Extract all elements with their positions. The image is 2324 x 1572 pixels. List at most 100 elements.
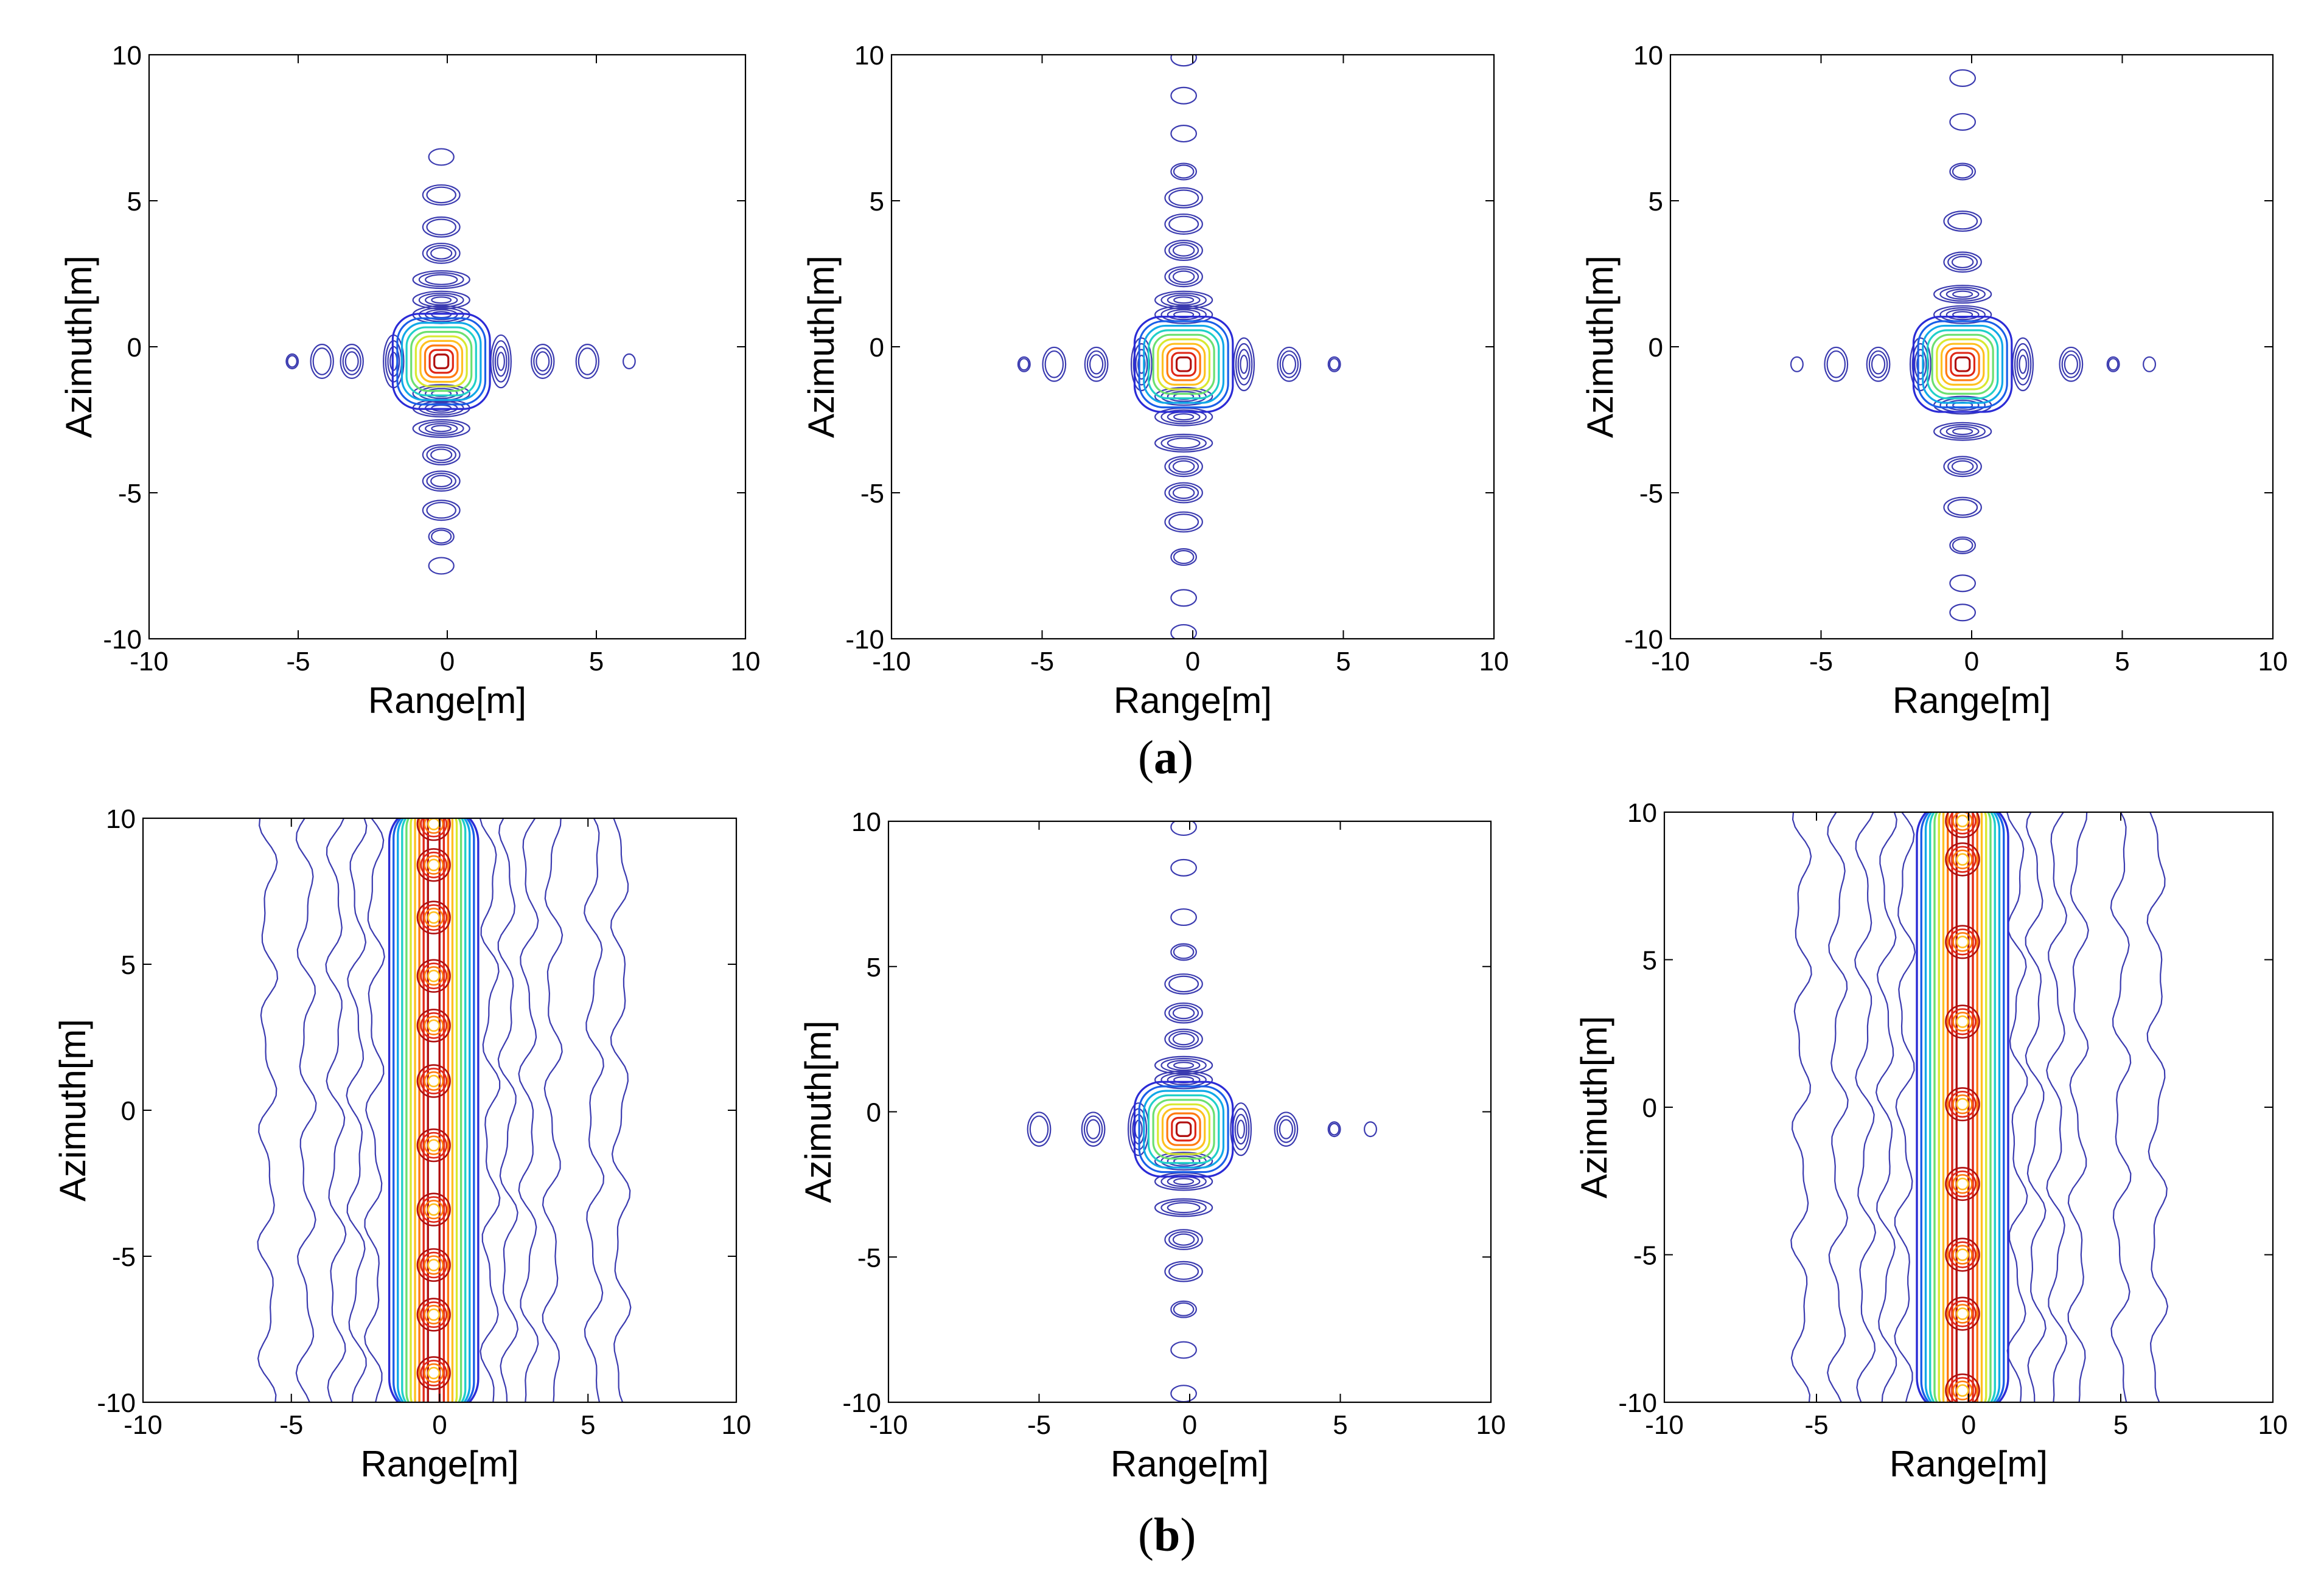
range-sidelobe [1916,355,1925,374]
main-lobe-contour [1161,1108,1206,1151]
range-sidelobe [1327,356,1341,372]
x-tick-label: 0 [1964,647,1979,676]
stripe-peak [1945,1237,1980,1272]
azimuth-sidelobe [1168,457,1199,475]
y-tick-label: 5 [870,187,884,217]
azimuth-sidelobe [1154,305,1213,324]
stripe-peak [1945,1087,1980,1122]
stripe-band-contour [397,818,471,1402]
stripe-band-contour [1951,812,1974,1402]
main-lobe-contour [1931,333,1994,395]
main-lobe-contour [396,317,487,406]
y-axis-label: Azimuth[m] [1580,256,1621,438]
y-tick-label: -5 [118,479,142,509]
main-lobe-contour [1143,324,1225,404]
main-lobe-contour [1922,324,2004,404]
range-sidelobe [1137,355,1146,374]
stripe-band-contour [410,818,458,1402]
y-tick-label: 0 [121,1096,136,1126]
x-tick-label: 5 [1336,647,1350,676]
y-tick-label: -10 [845,625,884,655]
side-contour-line [479,818,501,1402]
range-sidelobe [1027,1111,1052,1147]
x-tick-label: 0 [432,1410,447,1440]
azimuth-sidelobe [1949,603,1977,622]
azimuth-sidelobe [1939,287,1986,302]
stripe-peak [1952,812,1973,831]
range-sidelobe [1230,1102,1252,1156]
caption-b: (b) [1138,1508,1196,1561]
range-sidelobe [1029,1115,1049,1143]
x-tick-label: 10 [1479,647,1509,676]
range-sidelobe [1364,1121,1378,1138]
azimuth-sidelobe [1170,1300,1197,1318]
azimuth-sidelobe [431,529,452,544]
azimuth-sidelobe [422,444,461,466]
azimuth-sidelobe [1933,422,1992,441]
azimuth-sidelobe [1945,309,1980,321]
stripe-peak [416,1064,451,1098]
main-lobe-contour [1152,333,1215,395]
azimuth-sidelobe [1170,624,1198,639]
stripe-peak [1952,1304,1973,1324]
x-tick-label: 10 [2258,1410,2288,1440]
range-sidelobe [578,347,597,375]
stripe-peak [420,1301,447,1328]
range-sidelobe [1086,350,1106,378]
azimuth-sidelobe [1168,1031,1199,1048]
stripe-band-contour [393,818,475,1402]
stripe-peak [424,1200,444,1220]
range-sidelobe [1790,356,1804,372]
azimuth-sidelobe [1167,1155,1201,1167]
azimuth-sidelobe [1164,1002,1203,1024]
azimuth-sidelobe [1172,1032,1195,1046]
stripe-peak [420,818,447,838]
range-sidelobe [1909,337,1931,392]
stripe-peak [1945,812,1980,838]
range-sidelobe [1866,346,1891,382]
azimuth-sidelobe [1170,1385,1197,1402]
azimuth-sidelobe [1154,433,1213,453]
axes-frame [148,54,747,640]
azimuth-sidelobe [1949,574,1977,593]
panel-a-3: -10 -5 0 5 10 -10 -5 0 5 10 Range[m] Azimuth[m] [1580,41,2287,721]
azimuth-sidelobe [431,425,452,433]
range-sidelobe [622,353,636,370]
azimuth-sidelobe [412,384,470,403]
range-sidelobe [492,340,510,383]
panel-b-1: -10 -5 0 5 10 -10 -5 0 5 10 Range[m] Azimuth[m] [52,804,751,1484]
stripe-peak [424,908,444,928]
side-contour-line [584,818,605,1402]
y-tick-label: -10 [1624,625,1663,655]
azimuth-sidelobe [1172,1233,1195,1246]
stripe-band-contour [1955,812,1970,1402]
x-tick-label: 5 [2113,1410,2128,1440]
azimuth-sidelobe [425,294,458,306]
caption-a: (a) [1138,731,1193,784]
main-lobe-contour [1147,1094,1220,1164]
x-tick-label: 0 [440,647,455,676]
azimuth-sidelobe [1949,162,1977,181]
stripe-peak [416,848,451,882]
azimuth-sidelobe [1160,1057,1207,1073]
stripe-peak [424,1135,444,1155]
main-lobe-contour [1917,320,2008,409]
stripe-peak [427,818,441,830]
stripe-peak [1949,1300,1977,1327]
stripe-peak [1949,1241,1977,1268]
stripe-peak [1952,1380,1973,1400]
range-sidelobe [536,351,550,372]
side-contour-line [257,818,279,1402]
range-sidelobe [1328,1122,1340,1136]
azimuth-sidelobe [1945,426,1980,437]
range-sidelobe [533,347,553,375]
main-lobe-contour [410,330,473,392]
range-sidelobe [2064,354,2078,375]
x-tick-label: 0 [1182,1410,1197,1440]
range-sidelobe [2014,343,2032,386]
main-lobe-contour [1157,338,1211,391]
side-contour-line [2006,812,2028,1402]
range-sidelobe [494,346,508,377]
stripe-peak [424,966,444,986]
main-lobe-contour [419,339,464,383]
